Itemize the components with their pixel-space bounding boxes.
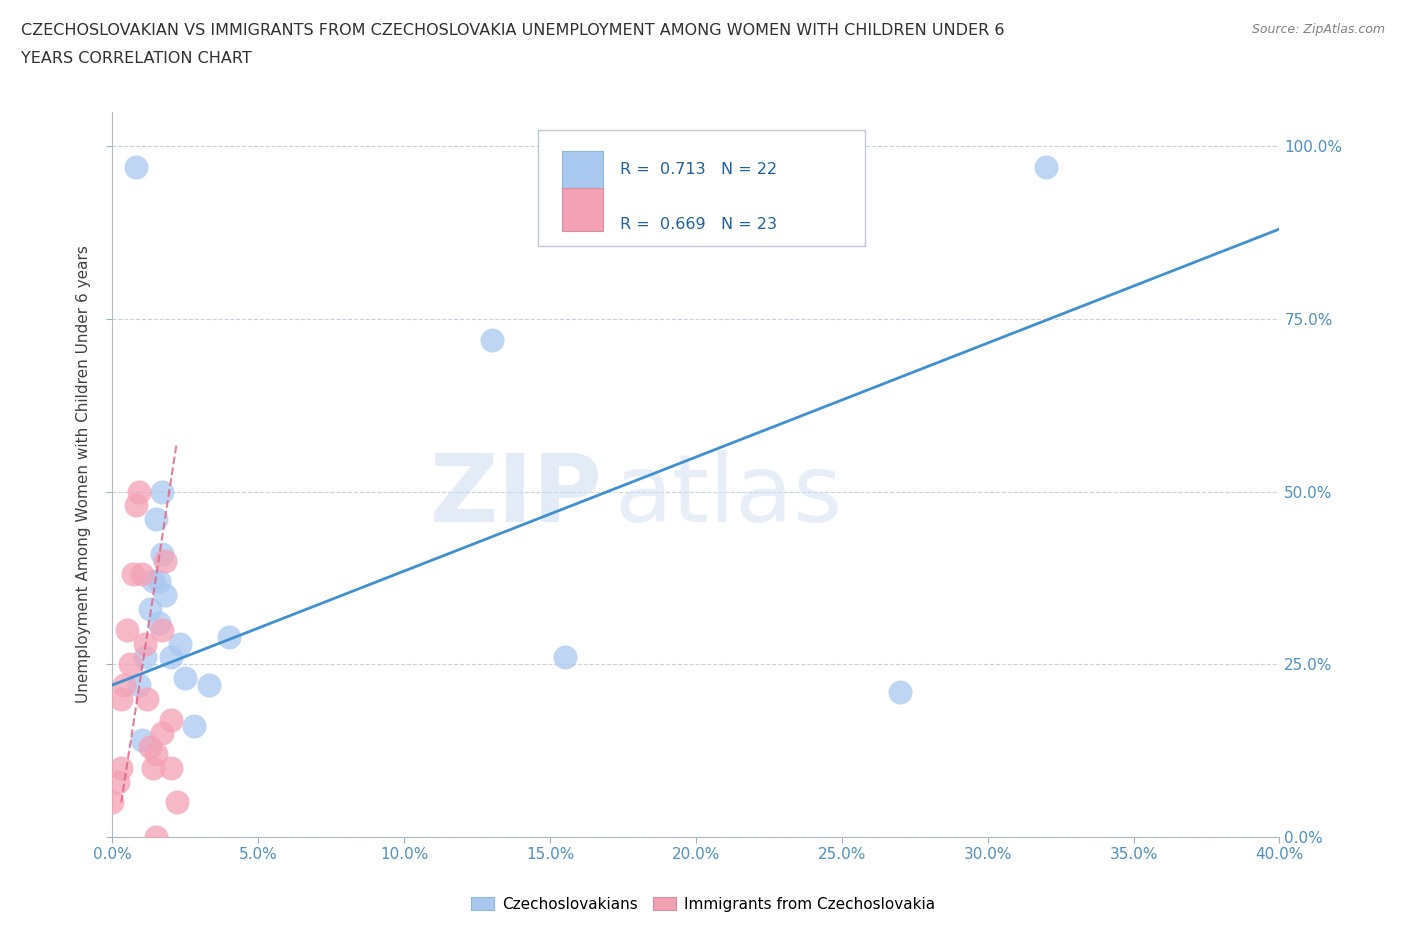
Point [150,622,173,637]
Point [134,650,156,665]
FancyBboxPatch shape [562,152,603,195]
Legend: Czechoslovakians, Immigrants from Czechoslovakia: Czechoslovakians, Immigrants from Czecho… [465,890,941,918]
Point [148,616,170,631]
Point [128,485,150,499]
Point [145,512,167,526]
Point [142,574,165,589]
Point [150,546,173,561]
Point [174,671,197,685]
Point [183,719,205,734]
Point [197,678,219,693]
Point [889,684,911,699]
Point [131,733,153,748]
Point [115,622,138,637]
Point [128,678,150,693]
Point [110,691,132,706]
Point [134,636,156,651]
Point [136,691,159,706]
Point [1035,159,1057,174]
Point [218,630,240,644]
Point [150,485,173,499]
Point [481,332,503,347]
Text: YEARS CORRELATION CHART: YEARS CORRELATION CHART [21,51,252,66]
Point [145,830,167,844]
Point [118,657,141,671]
Text: ZIP: ZIP [430,450,603,542]
Text: atlas: atlas [614,450,842,542]
Text: R =  0.669   N = 23: R = 0.669 N = 23 [620,217,778,232]
Point [107,775,129,790]
Point [112,678,135,693]
Text: CZECHOSLOVAKIAN VS IMMIGRANTS FROM CZECHOSLOVAKIA UNEMPLOYMENT AMONG WOMEN WITH : CZECHOSLOVAKIAN VS IMMIGRANTS FROM CZECH… [21,23,1005,38]
Point [131,567,153,582]
Text: Source: ZipAtlas.com: Source: ZipAtlas.com [1251,23,1385,36]
Point [150,726,173,741]
FancyBboxPatch shape [562,188,603,232]
Point [153,553,176,568]
Point [160,761,183,776]
Point [554,650,576,665]
Point [110,761,132,776]
Point [101,795,124,810]
Point [153,588,176,603]
Point [139,739,162,754]
Point [145,747,167,762]
Point [160,650,183,665]
FancyBboxPatch shape [538,130,865,246]
Point [160,712,183,727]
Point [122,567,145,582]
Text: R =  0.713   N = 22: R = 0.713 N = 22 [620,162,778,177]
Point [148,574,170,589]
Point [142,761,165,776]
Point [166,795,188,810]
Point [125,159,148,174]
Y-axis label: Unemployment Among Women with Children Under 6 years: Unemployment Among Women with Children U… [76,246,91,703]
Point [139,602,162,617]
Point [169,636,191,651]
Point [125,498,148,512]
